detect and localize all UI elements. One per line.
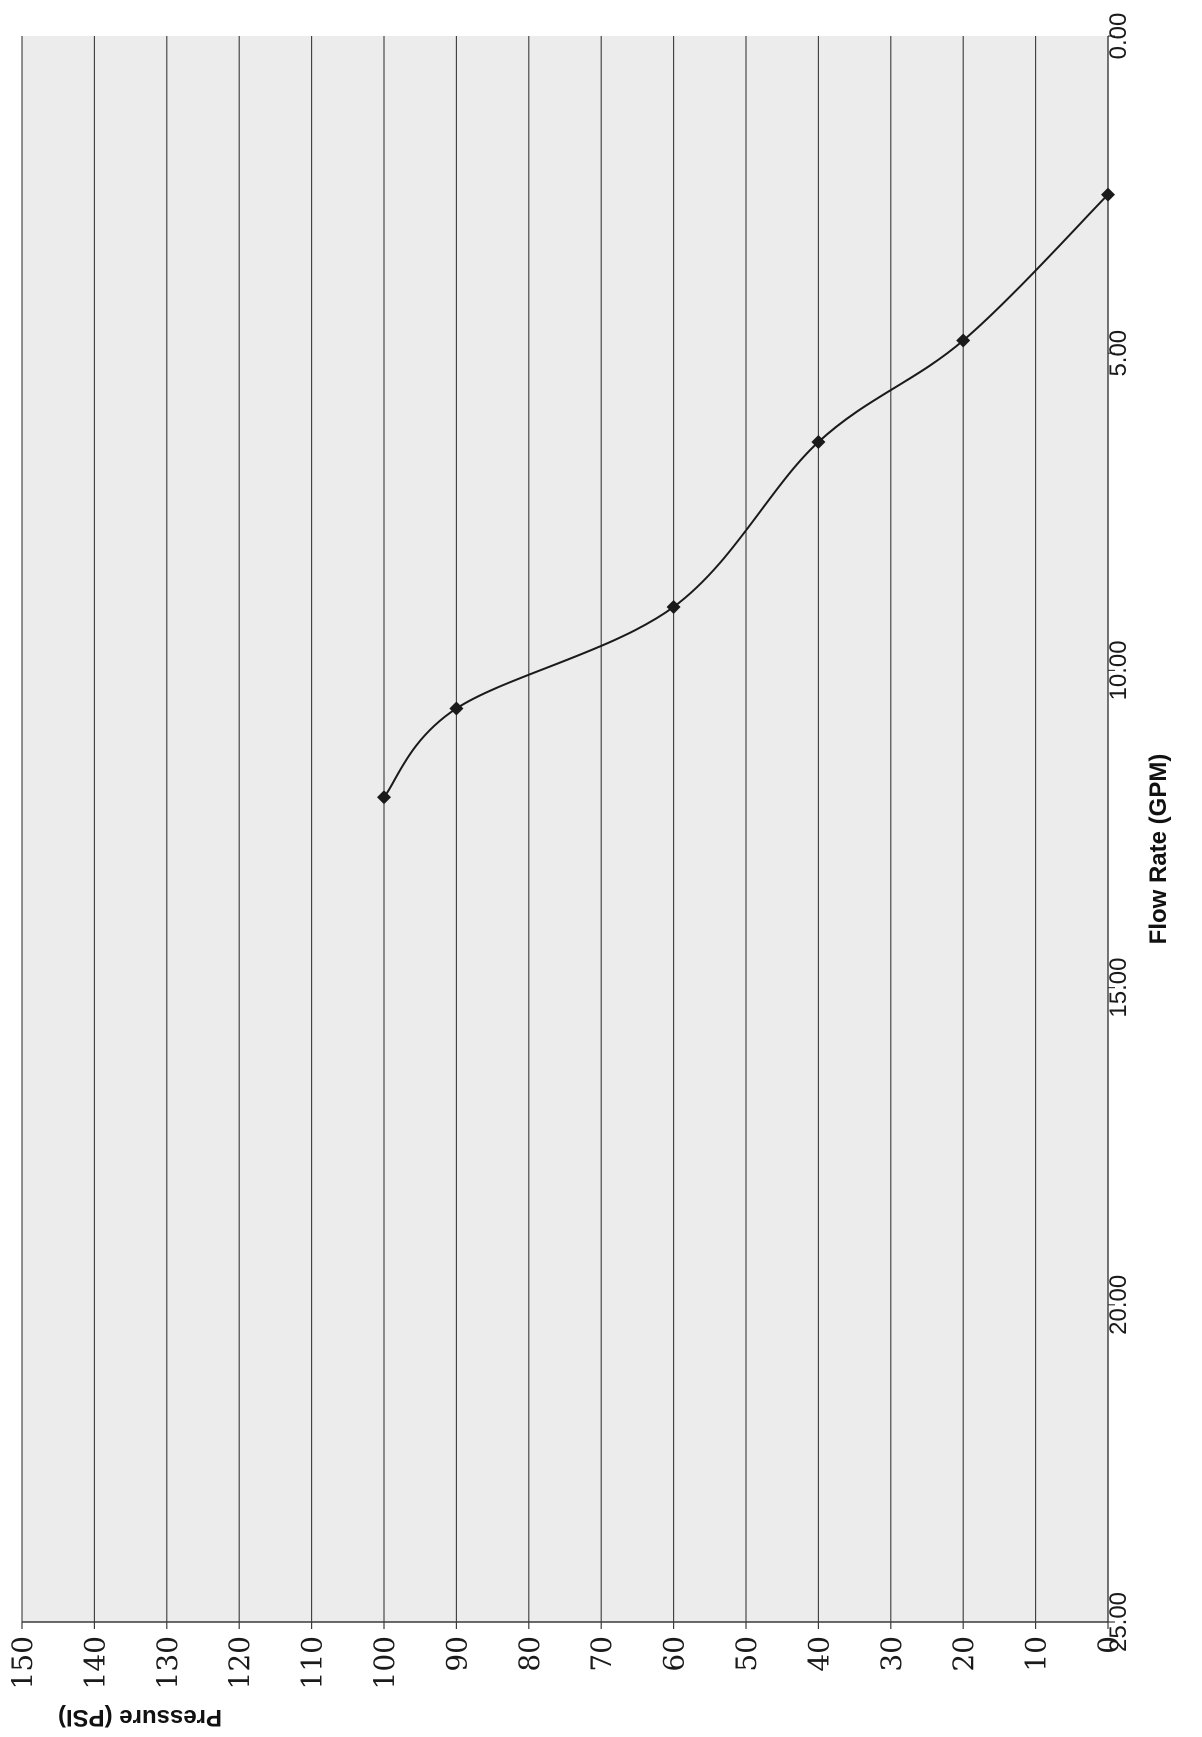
y-tick-label: 40: [802, 1636, 835, 1672]
x-tick-label: 10.00: [1105, 640, 1132, 700]
y-tick-label: 110: [296, 1636, 329, 1689]
y-tick-label: 90: [440, 1636, 473, 1672]
y-tick-label: 0: [1092, 1636, 1125, 1654]
x-tick-label: 0.00: [1105, 13, 1132, 60]
y-tick-label: 20: [947, 1636, 980, 1672]
data-point-marker: [377, 790, 391, 805]
y-tick-label: 60: [658, 1636, 691, 1672]
y-tick-label: 70: [585, 1636, 618, 1672]
data-point-marker: [449, 701, 464, 716]
plot-area: [22, 36, 1108, 1622]
data-point-marker: [956, 333, 971, 348]
y-axis-title: Pressure (PSI): [58, 1704, 222, 1731]
x-tick-label: 25.00: [1105, 1592, 1132, 1652]
axis-lines: [22, 35, 1115, 1623]
y-tick-label: 120: [223, 1636, 256, 1689]
series-group: [377, 187, 1115, 805]
data-point-marker: [1101, 187, 1115, 202]
x-tick-label: 15.00: [1105, 958, 1132, 1018]
tick-labels: 0 10 20 30 40 50 60 70 80 90 100 110 120 130 140 150 0.0…: [6, 13, 1132, 1690]
x-tick-label: 20.00: [1105, 1275, 1132, 1335]
y-tick-label: 50: [730, 1636, 763, 1672]
grid-lines: [21, 36, 1109, 1629]
y-tick-label: 30: [875, 1636, 908, 1672]
x-axis-title: Flow Rate (GPM): [1145, 754, 1172, 945]
y-tick-label: 100: [368, 1636, 401, 1689]
y-tick-label: 10: [1020, 1636, 1053, 1672]
x-tick-label: 5.00: [1105, 330, 1132, 377]
data-point-marker: [811, 435, 826, 450]
data-point-marker: [666, 599, 681, 614]
y-tick-label: 80: [513, 1636, 546, 1672]
y-tick-label: 140: [78, 1636, 111, 1689]
y-tick-label: 150: [6, 1636, 39, 1689]
y-tick-label: 130: [151, 1636, 184, 1689]
